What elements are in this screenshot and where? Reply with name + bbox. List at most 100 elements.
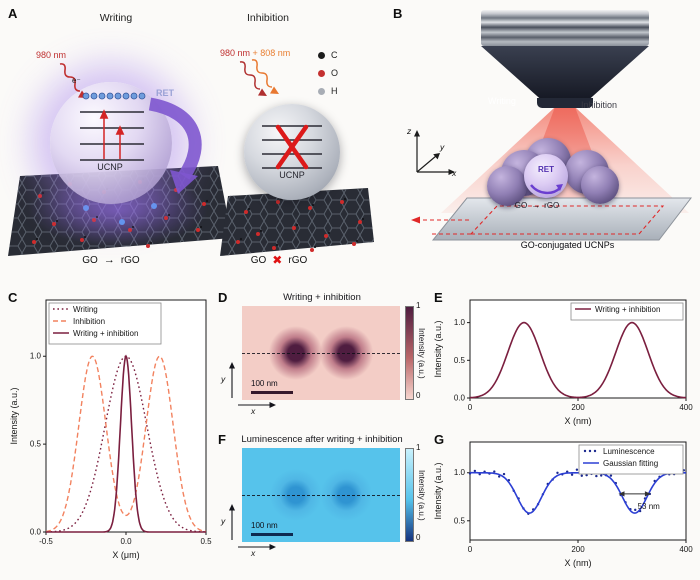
- legend-item-oxygen: O: [318, 68, 338, 78]
- svg-text:Inhibition: Inhibition: [73, 317, 105, 326]
- axes-arrows: [229, 504, 276, 550]
- go-label: GO: [514, 200, 528, 210]
- red-cross-icon: ✖: [272, 253, 283, 267]
- svg-text:0.5: 0.5: [30, 440, 42, 449]
- arrow-right-icon: →: [531, 200, 541, 210]
- intensity-profile-chart: -0.5 0.0 0.50.00.51.0X (μm)Intensity (a.u.…: [9, 299, 212, 560]
- axis-z-label: z: [406, 126, 412, 136]
- svg-text:Intensity (a.u.): Intensity (a.u.): [433, 320, 443, 377]
- rgo-label: rGO: [288, 254, 308, 266]
- legend-label-o: O: [331, 68, 339, 78]
- svg-text:X (nm): X (nm): [565, 558, 592, 568]
- laser-980-part: 980 nm: [220, 48, 251, 58]
- axis-y-label: y: [221, 374, 226, 384]
- scalebar: [251, 532, 293, 536]
- red-cross-icon: [275, 124, 309, 170]
- svg-text:1.0: 1.0: [30, 352, 42, 361]
- axis-x-label: x: [451, 168, 457, 178]
- colorbar: [405, 448, 414, 542]
- panel-b-label: B: [393, 6, 403, 21]
- svg-text:Writing + inhibition: Writing + inhibition: [73, 329, 138, 338]
- luminescence-heatmap: 100 nm: [242, 448, 400, 542]
- objective-lens-tip: [537, 98, 593, 108]
- svg-text:400: 400: [679, 545, 693, 554]
- electron-chain-icon: [82, 92, 146, 100]
- colorbar-max: 1: [416, 443, 421, 452]
- panel-e-profile-chart: E 0 200 400 0.0 0.5 1.0 X (nm) Intensity (a.u.)…: [430, 290, 696, 430]
- inhibition-beam-label: Inhibition: [581, 100, 618, 110]
- electron-label: e⁻: [72, 76, 81, 85]
- go-rgo-writing: GO → rGO: [46, 254, 176, 266]
- hydrogen-dot-icon: [318, 87, 325, 95]
- go-label: GO: [250, 254, 267, 266]
- axis-y-label: y: [221, 516, 226, 526]
- axis-y-label: y: [439, 142, 445, 152]
- legend-label-h: H: [331, 86, 338, 96]
- colorbar-label: Intensity (a.u.): [417, 327, 426, 379]
- coordinate-axes: z y x: [406, 126, 457, 178]
- scan-direction-arrow: [411, 216, 420, 224]
- svg-text:X (μm): X (μm): [112, 550, 139, 560]
- laser-808-part: + 808 nm: [250, 48, 291, 58]
- scalebar: [251, 390, 293, 394]
- svg-text:1.0: 1.0: [454, 318, 466, 327]
- panel-g-label: G: [434, 432, 445, 447]
- svg-text:0.0: 0.0: [454, 394, 466, 403]
- ucnp-sphere-active: [524, 154, 568, 198]
- axes-arrows: [229, 362, 276, 408]
- profile-cut-line: [242, 495, 400, 496]
- inhibition-title: Inhibition: [246, 12, 290, 24]
- svg-text:200: 200: [571, 403, 585, 412]
- go-rgo-inhibition-blocked: GO ✖ rGO: [214, 254, 344, 266]
- go-rgo-conversion: GO → rGO: [497, 200, 577, 210]
- panel-b-setup: B Writing Inhibition z y x: [385, 4, 695, 282]
- platform-caption: GO-conjugated UCNPs: [520, 240, 615, 250]
- writing-inhibition-profile-chart: 0 200 400 0.0 0.5 1.0 X (nm) Intensity (a.u.) Wr…: [433, 299, 693, 426]
- colorbar-max: 1: [416, 301, 421, 310]
- svg-text:0: 0: [468, 403, 473, 412]
- svg-text:X (nm): X (nm): [565, 416, 592, 426]
- svg-text:200: 200: [571, 545, 585, 554]
- svg-text:-0.5: -0.5: [39, 537, 53, 546]
- ucnp-label-writing: UCNP: [97, 162, 123, 172]
- scalebar-label: 100 nm: [251, 521, 278, 530]
- ucnp-sphere-inhibition: [244, 104, 340, 200]
- ucnp-sphere: [581, 166, 619, 204]
- objective-lens-barrel: [481, 10, 649, 46]
- panel-a-label: A: [8, 6, 18, 21]
- carbon-dot-icon: [318, 51, 325, 59]
- arrow-right-icon: →: [103, 254, 115, 266]
- profile-cut-line: [242, 353, 400, 354]
- svg-text:1.0: 1.0: [454, 468, 466, 477]
- legend-item-carbon: C: [318, 50, 338, 60]
- svg-text:Writing: Writing: [73, 305, 98, 314]
- scalebar-label: 100 nm: [251, 379, 278, 388]
- svg-text:0.0: 0.0: [120, 537, 132, 546]
- svg-text:Writing + inhibition: Writing + inhibition: [595, 305, 660, 314]
- svg-text:Gaussian fitting: Gaussian fitting: [603, 459, 658, 468]
- ret-label: RET: [538, 165, 554, 174]
- panel-d-label: D: [218, 290, 228, 305]
- laser-980-808-label: 980 nm + 808 nm: [220, 48, 290, 58]
- heatmap-title: Luminescence after writing + inhibition: [241, 434, 403, 445]
- ret-label: RET: [156, 88, 174, 98]
- svg-text:400: 400: [679, 403, 693, 412]
- panel-c-label: C: [8, 290, 18, 305]
- energy-levels-writing: [80, 109, 144, 161]
- writing-inhibition-heatmap: 100 nm: [242, 306, 400, 400]
- panel-a-schematic: A Writing Inhibition C O H: [6, 4, 380, 282]
- panel-g-luminescence-chart: G 0 200 400 0.5 1.0 X (nm) Intensity (a.u.) Lum…: [430, 432, 696, 574]
- atom-legend: C O H: [318, 50, 338, 96]
- writing-title: Writing: [99, 12, 133, 24]
- rgo-label: rGO: [544, 200, 560, 210]
- panel-f-label: F: [218, 432, 226, 447]
- substrate-platform: [411, 197, 693, 241]
- panel-d-heatmap: D Writing + inhibition 100 nm y x 1 0 In…: [216, 290, 428, 430]
- legend-item-hydrogen: H: [318, 86, 338, 96]
- oxygen-dot-icon: [318, 69, 325, 77]
- ret-curved-arrow: [530, 184, 563, 195]
- svg-text:Luminescence: Luminescence: [603, 447, 655, 456]
- axis-x-label: x: [251, 406, 256, 416]
- colorbar-label: Intensity (a.u.): [417, 469, 426, 521]
